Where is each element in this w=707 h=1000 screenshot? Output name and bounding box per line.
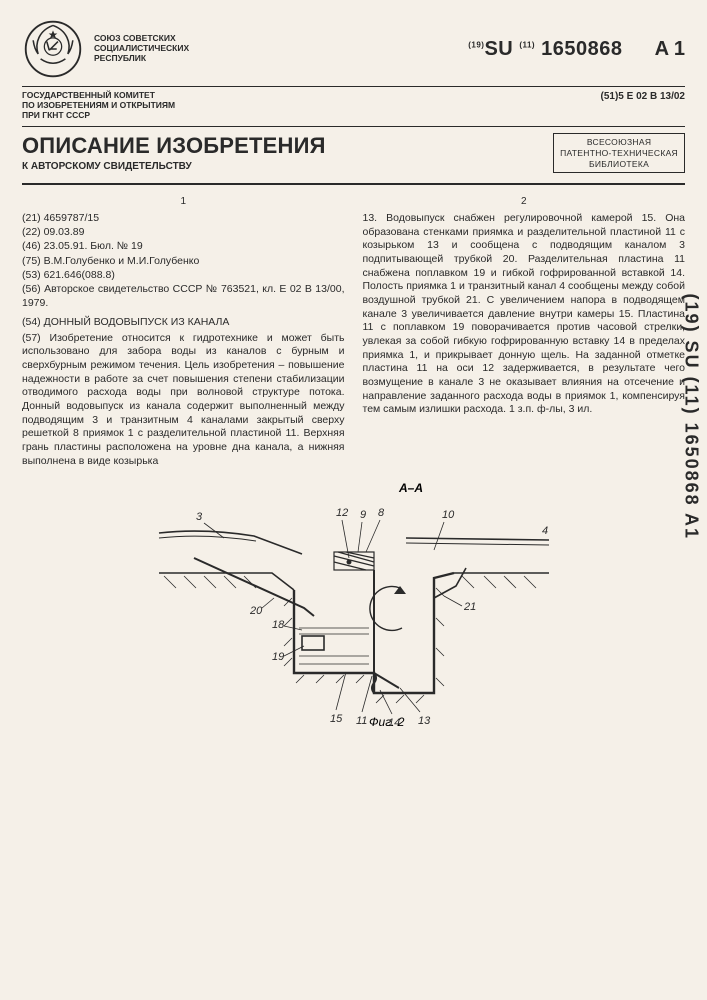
- field-75: (75) В.М.Голубенко и М.И.Голубенко: [22, 255, 345, 269]
- ipc-class: (51)5 E 02 B 13/02: [601, 91, 686, 102]
- col-number: 1: [22, 195, 345, 208]
- svg-text:18: 18: [272, 619, 285, 631]
- library-stamp: ВСЕСОЮЗНАЯ ПАТЕНТНО-ТЕХНИЧЕСКАЯ БИБЛИОТЕ…: [553, 133, 685, 173]
- header: СОЮЗ СОВЕТСКИХ СОЦИАЛИСТИЧЕСКИХ РЕСПУБЛИ…: [22, 18, 685, 80]
- svg-text:13: 13: [418, 715, 431, 727]
- field-56: (56) Авторское свидетельство СССР № 7635…: [22, 283, 345, 310]
- divider: [22, 183, 685, 185]
- document-code: (19)SU (11) 1650868 A 1: [468, 38, 685, 61]
- abstract-part2: 13. Водовыпуск снабжен регулировочной ка…: [363, 212, 686, 417]
- divider: [22, 126, 685, 127]
- svg-text:12: 12: [336, 507, 348, 519]
- grate-icon: [334, 552, 374, 570]
- svg-text:10: 10: [442, 509, 455, 521]
- field-22: (22) 09.03.89: [22, 226, 345, 240]
- figure-caption: Фиг. 2: [369, 715, 405, 728]
- invention-title: (54) ДОННЫЙ ВОДОВЫПУСК ИЗ КАНАЛА: [22, 316, 345, 330]
- svg-text:8: 8: [378, 507, 385, 519]
- svg-text:3: 3: [196, 511, 203, 523]
- side-code: (19) SU (11) 1650868 A1: [680, 294, 701, 540]
- column-1: 1 (21) 4659787/15 (22) 09.03.89 (46) 23.…: [22, 195, 345, 468]
- field-46: (46) 23.05.91. Бюл. № 19: [22, 240, 345, 254]
- bibliographic-block: (21) 4659787/15 (22) 09.03.89 (46) 23.05…: [22, 212, 345, 310]
- svg-text:20: 20: [249, 605, 263, 617]
- svg-text:11: 11: [356, 715, 367, 727]
- section-label: А–А: [398, 481, 423, 495]
- ussr-emblem-icon: [22, 18, 84, 80]
- svg-text:9: 9: [360, 509, 366, 521]
- abstract-part1: (57) Изобретение относится к гидротехник…: [22, 332, 345, 468]
- svg-text:19: 19: [272, 651, 284, 663]
- doc-title: ОПИСАНИЕ ИЗОБРЕТЕНИЯ: [22, 133, 326, 159]
- divider: [22, 86, 685, 87]
- field-21: (21) 4659787/15: [22, 212, 345, 226]
- committee-text: ГОСУДАРСТВЕННЫЙ КОМИТЕТ ПО ИЗОБРЕТЕНИЯМ …: [22, 91, 175, 120]
- body-columns: 1 (21) 4659787/15 (22) 09.03.89 (46) 23.…: [22, 195, 685, 468]
- svg-text:4: 4: [542, 525, 548, 537]
- col-number: 2: [363, 195, 686, 208]
- svg-text:15: 15: [330, 713, 343, 725]
- union-text: СОЮЗ СОВЕТСКИХ СОЦИАЛИСТИЧЕСКИХ РЕСПУБЛИ…: [94, 34, 189, 63]
- svg-text:21: 21: [463, 601, 476, 613]
- doc-title-block: ОПИСАНИЕ ИЗОБРЕТЕНИЯ К АВТОРСКОМУ СВИДЕТ…: [22, 133, 326, 172]
- figure-2: А–А: [22, 478, 685, 731]
- doc-subtitle: К АВТОРСКОМУ СВИДЕТЕЛЬСТВУ: [22, 161, 326, 172]
- field-53: (53) 621.646(088.8): [22, 269, 345, 283]
- column-2: 2 13. Водовыпуск снабжен регулировочной …: [363, 195, 686, 468]
